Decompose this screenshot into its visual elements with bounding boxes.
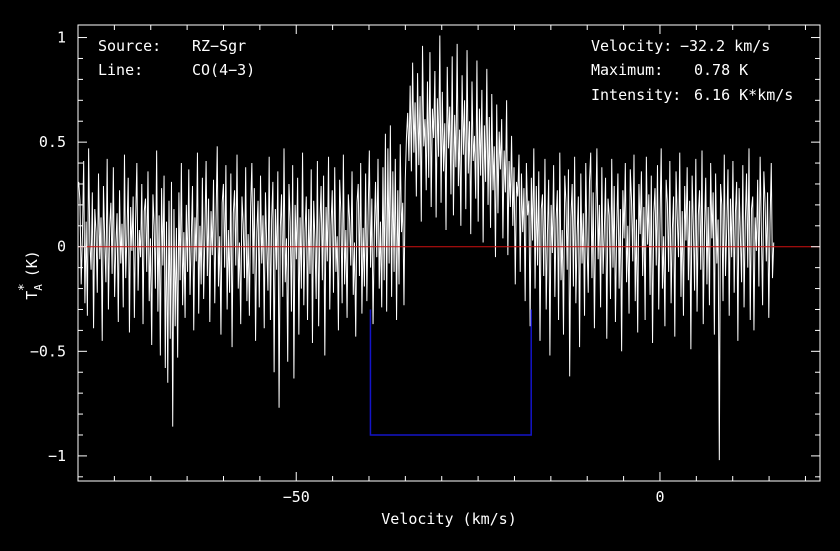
y-axis-label-main: T <box>23 291 41 300</box>
y-axis-label-superscript: * <box>17 283 32 291</box>
y-tick-label: 0 <box>57 238 66 256</box>
velocity-value: −32.2 km/s <box>680 37 770 55</box>
x-tick-label: −50 <box>283 488 310 506</box>
maximum-value: 0.78 K <box>694 61 748 79</box>
plot-frame <box>77 24 821 482</box>
y-axis-label-unit: (K) <box>23 250 41 277</box>
y-tick-label: −1 <box>48 447 66 465</box>
source-key: Source: <box>98 37 161 55</box>
info-left: Source: RZ−Sgr Line: CO(4−3) <box>98 37 255 79</box>
intensity-value: 6.16 K*km/s <box>694 86 793 104</box>
y-tick-label: 0.5 <box>39 133 66 151</box>
velocity-key: Velocity: <box>591 37 672 55</box>
line-value: CO(4−3) <box>192 61 255 79</box>
line-key: Line: <box>98 61 143 79</box>
source-value: RZ−Sgr <box>192 37 246 55</box>
intensity-key: Intensity: <box>591 86 681 104</box>
y-tick-label: 1 <box>57 29 66 47</box>
spectrum-line <box>78 35 775 461</box>
y-tick-label: −0.5 <box>30 342 66 360</box>
info-right: Velocity: −32.2 km/s Maximum: 0.78 K Int… <box>591 37 793 104</box>
y-axis-label-text: TA* (K) <box>17 250 45 300</box>
data-layer <box>78 35 820 461</box>
tick-layer: −50 0 1 0.5 0 −0.5 −1 <box>30 25 820 506</box>
maximum-key: Maximum: <box>591 61 663 79</box>
y-axis-label-subscript: A <box>32 284 45 291</box>
fit-profile-box <box>369 309 532 436</box>
y-axis-label: TA* (K) <box>17 250 45 300</box>
x-tick-label: 0 <box>655 488 664 506</box>
x-axis-label: Velocity (km/s) <box>381 510 516 528</box>
